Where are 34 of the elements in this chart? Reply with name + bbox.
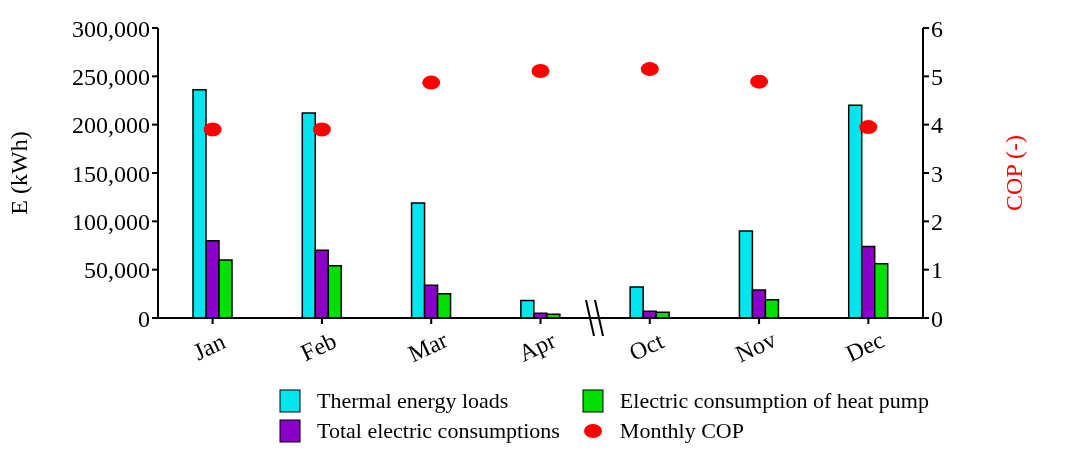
- x-tick-label: Feb: [296, 327, 341, 367]
- x-tick-label: Mar: [404, 326, 452, 367]
- point: [750, 74, 769, 89]
- y-tick-label: 300,000: [72, 15, 150, 42]
- y2-tick-label: 1: [931, 257, 943, 284]
- x-tick-label: Oct: [625, 327, 668, 366]
- y-axis-title: E (kWh): [5, 131, 32, 215]
- y-tick-label: 0: [138, 305, 150, 332]
- point: [531, 64, 550, 79]
- point: [422, 75, 441, 90]
- y-tick-label: 250,000: [72, 63, 150, 90]
- y-tick-label: 100,000: [72, 208, 150, 235]
- y-tick-label: 200,000: [72, 112, 150, 139]
- point: [203, 122, 222, 137]
- point: [640, 62, 659, 77]
- x-tick-label: Nov: [731, 326, 780, 368]
- x-tick-label: Dec: [841, 326, 888, 367]
- legend-label: Thermal energy loads: [317, 388, 509, 414]
- y2-axis-title: COP (-): [1000, 135, 1027, 211]
- point: [312, 122, 331, 137]
- y2-tick-label: 6: [931, 15, 943, 42]
- y2-tick-label: 2: [931, 208, 943, 235]
- y2-tick-label: 3: [931, 160, 943, 187]
- x-tick-label: Jan: [189, 328, 230, 366]
- x-tick-label: Apr: [514, 327, 560, 367]
- legend-label: Electric consumption of heat pump: [619, 388, 929, 414]
- y2-tick-label: 4: [931, 112, 943, 139]
- y-tick-label: 50,000: [84, 257, 150, 284]
- y2-tick-label: 0: [931, 305, 943, 332]
- legend-label: Monthly COP: [619, 418, 744, 444]
- point: [859, 120, 878, 135]
- legend-label: Total electric consumptions: [317, 418, 560, 444]
- y2-tick-label: 5: [931, 63, 943, 90]
- y-tick-label: 150,000: [72, 160, 150, 187]
